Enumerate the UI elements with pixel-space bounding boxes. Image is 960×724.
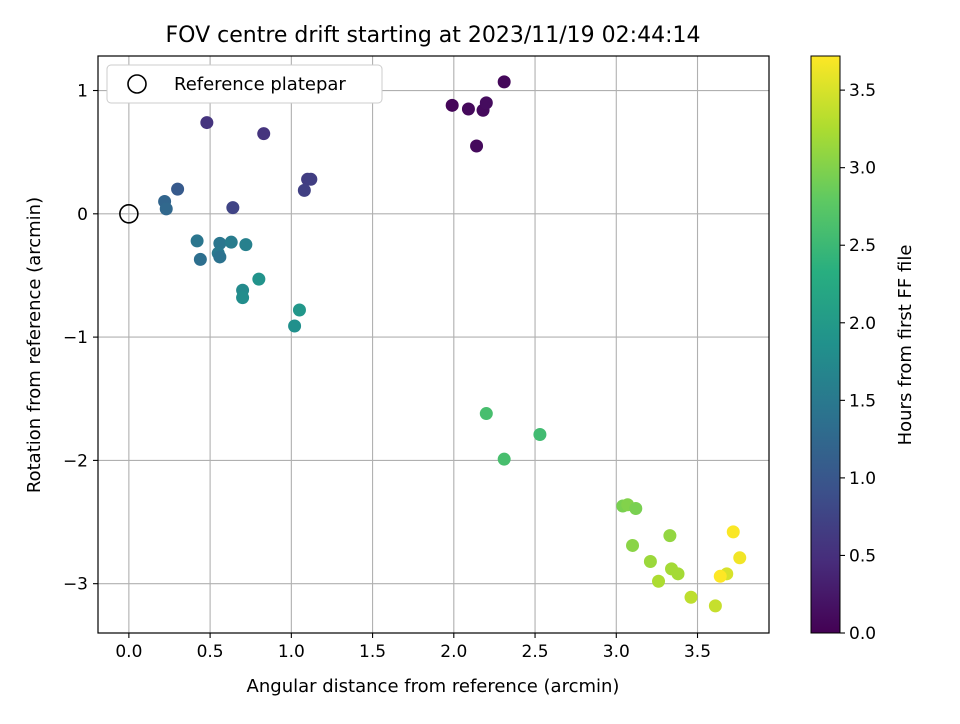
data-point (224, 235, 238, 249)
data-point (733, 551, 747, 565)
data-point (190, 234, 204, 248)
data-point (236, 291, 250, 305)
colorbar-tick-label: 2.5 (849, 236, 876, 256)
data-point (684, 590, 698, 604)
data-point (297, 183, 311, 197)
data-point (533, 428, 547, 442)
colorbar-tick-label: 3.5 (849, 81, 876, 101)
y-tick-label: −1 (63, 328, 88, 348)
plot-frame (97, 55, 770, 634)
y-axis-label: Rotation from reference (arcmin) (24, 197, 45, 493)
data-point (643, 554, 657, 568)
data-point (200, 116, 214, 130)
legend: Reference platepar (106, 64, 383, 104)
x-tick-label: 0.0 (115, 642, 142, 662)
chart-title: FOV centre drift starting at 2023/11/19 … (166, 23, 701, 48)
y-tick-label: −3 (63, 575, 88, 595)
colorbar-tick-label: 3.0 (849, 159, 876, 179)
colorbar-gradient (810, 55, 841, 634)
colorbar: 0.0 0.5 1.0 1.5 2.0 2.5 3.0 3.5 Hours from firs… (810, 55, 916, 644)
colorbar-label: Hours from first FF file (895, 245, 916, 446)
data-point (629, 501, 643, 515)
colorbar-ticks: 0.0 0.5 1.0 1.5 2.0 2.5 3.0 3.5 (840, 81, 876, 644)
data-point (171, 182, 185, 196)
data-point (497, 452, 511, 466)
colorbar-tick-label: 2.0 (849, 314, 876, 334)
data-point (226, 201, 240, 215)
data-point (252, 272, 266, 286)
data-point (652, 574, 666, 588)
colorbar-tick-label: 1.5 (849, 391, 876, 411)
data-point (708, 599, 722, 613)
data-point (288, 319, 302, 333)
y-tick-label: 0 (77, 205, 88, 225)
grid-lines (98, 56, 769, 633)
y-axis-ticks: 1 0 −1 −2 −3 (63, 82, 98, 595)
x-tick-label: 1.5 (359, 642, 386, 662)
data-point (671, 567, 685, 581)
data-point (159, 202, 173, 216)
x-tick-label: 0.5 (197, 642, 224, 662)
reference-platepar-marker (119, 204, 139, 224)
y-tick-label: −2 (63, 451, 88, 471)
legend-entry-reference: Reference platepar (174, 74, 346, 95)
data-point (304, 172, 318, 186)
data-point (497, 75, 511, 89)
data-point (461, 102, 475, 116)
y-tick-label: 1 (77, 82, 88, 102)
data-point (726, 525, 740, 539)
x-axis-ticks: 0.0 0.5 1.0 1.5 2.0 2.5 3.0 3.5 (115, 633, 711, 662)
x-tick-label: 1.0 (278, 642, 305, 662)
data-point (193, 252, 207, 266)
data-point (479, 407, 493, 421)
data-point (626, 538, 640, 552)
x-tick-label: 2.0 (440, 642, 467, 662)
x-tick-label: 3.5 (684, 642, 711, 662)
colorbar-tick-label: 1.0 (849, 469, 876, 489)
data-point (213, 250, 227, 264)
data-point (239, 238, 253, 252)
colorbar-tick-label: 0.5 (849, 546, 876, 566)
data-point (663, 529, 677, 543)
data-point (713, 569, 727, 583)
data-point (257, 127, 271, 141)
colorbar-tick-label: 0.0 (849, 624, 876, 644)
x-tick-label: 3.0 (603, 642, 630, 662)
x-tick-label: 2.5 (522, 642, 549, 662)
data-points (158, 75, 747, 613)
data-point (479, 96, 493, 110)
x-axis-label: Angular distance from reference (arcmin) (247, 676, 620, 697)
data-point (213, 236, 227, 250)
data-point (445, 98, 459, 112)
data-point (470, 139, 484, 153)
data-point (292, 303, 306, 317)
legend-marker (127, 74, 147, 94)
legend-box (106, 64, 383, 104)
